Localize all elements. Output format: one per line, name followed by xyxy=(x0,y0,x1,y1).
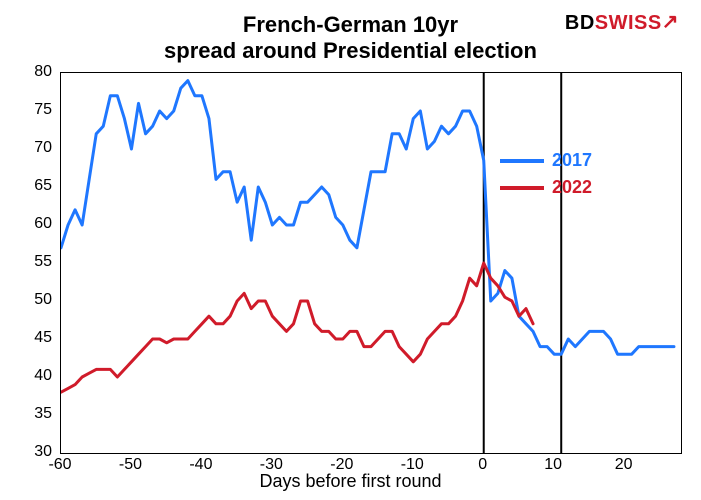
logo-bd: BD xyxy=(565,12,595,34)
title-line1: French-German 10yr xyxy=(243,12,458,37)
brand-logo: BDSWISS↗ xyxy=(565,10,679,35)
logo-swiss: SWISS xyxy=(595,12,662,34)
chart-container: French-German 10yr spread around Preside… xyxy=(0,0,701,500)
series-line xyxy=(61,263,533,392)
y-tick-label: 40 xyxy=(12,367,52,385)
y-tick-label: 45 xyxy=(12,329,52,347)
legend: 2017 2022 xyxy=(500,150,592,204)
y-tick-label: 35 xyxy=(12,405,52,423)
x-axis-label: Days before first round xyxy=(0,471,701,492)
legend-label: 2017 xyxy=(552,150,592,171)
y-tick-label: 80 xyxy=(12,63,52,81)
y-tick-label: 70 xyxy=(12,139,52,157)
legend-label: 2022 xyxy=(552,177,592,198)
logo-arrow-icon: ↗ xyxy=(662,9,679,34)
legend-swatch xyxy=(500,159,544,163)
title-line2: spread around Presidential election xyxy=(164,38,537,63)
legend-swatch xyxy=(500,186,544,190)
plot-area xyxy=(60,72,682,454)
y-tick-label: 65 xyxy=(12,177,52,195)
y-tick-label: 60 xyxy=(12,215,52,233)
legend-item: 2017 xyxy=(500,150,592,171)
y-tick-label: 75 xyxy=(12,101,52,119)
series-line xyxy=(61,81,674,355)
y-tick-label: 50 xyxy=(12,291,52,309)
legend-item: 2022 xyxy=(500,177,592,198)
y-tick-label: 55 xyxy=(12,253,52,271)
